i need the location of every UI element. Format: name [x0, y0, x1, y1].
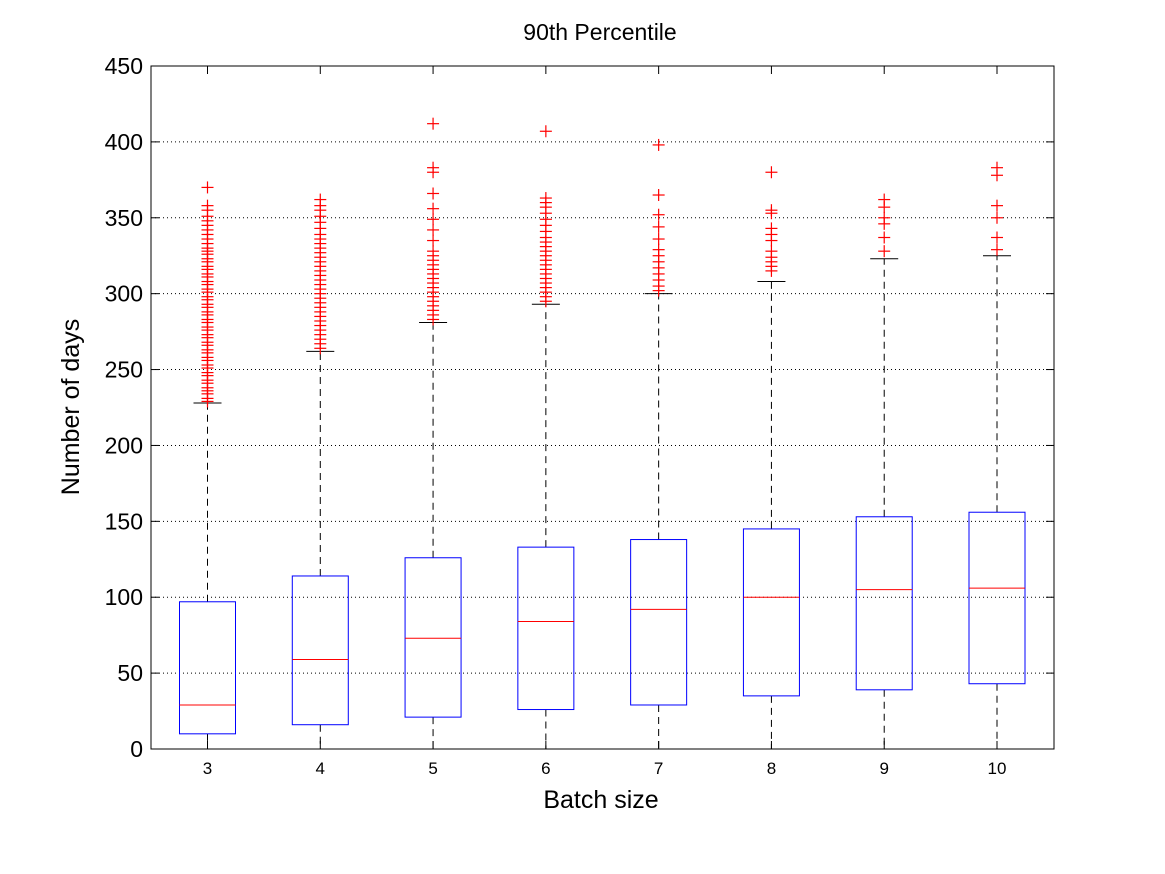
y-tick-label: 100	[105, 584, 143, 610]
y-tick-label: 400	[105, 129, 143, 155]
outlier-point	[652, 208, 665, 221]
y-tick-label: 450	[105, 53, 143, 79]
grid-lines	[151, 141, 1054, 674]
outlier-point	[878, 245, 891, 258]
outlier-point	[314, 193, 327, 206]
outlier-point	[539, 192, 552, 205]
outlier-point	[427, 187, 440, 200]
outliers	[201, 117, 1003, 408]
boxes	[179, 511, 1026, 735]
outlier-point	[427, 223, 440, 236]
outlier-point	[427, 161, 440, 174]
y-tick-label: 150	[105, 508, 143, 534]
box-iqr	[968, 511, 1026, 685]
outlier-point	[427, 245, 440, 258]
box-iqr	[855, 516, 913, 691]
outlier-point	[427, 117, 440, 130]
y-axis-label: Number of days	[57, 319, 85, 495]
y-axis-ticks: 0 50 100 150 200 250 300 350 400 450	[105, 53, 1054, 762]
x-tick-label: 4	[316, 759, 325, 778]
x-tick-label: 6	[541, 759, 550, 778]
outlier-point	[427, 234, 440, 247]
box-iqr	[630, 539, 688, 706]
y-tick-label: 50	[117, 660, 143, 686]
x-axis-ticks: 3 4 5 6 7 8 9 10	[203, 66, 1007, 778]
box-iqr	[404, 557, 462, 718]
outlier-point	[765, 245, 778, 258]
x-tick-label: 3	[203, 759, 212, 778]
x-tick-label: 9	[879, 759, 888, 778]
outlier-point	[765, 204, 778, 217]
outlier-point	[539, 125, 552, 138]
outlier-point	[652, 138, 665, 151]
x-tick-label: 5	[428, 759, 437, 778]
x-tick-label: 10	[988, 759, 1007, 778]
x-axis-label: Batch size	[543, 786, 658, 814]
outlier-point	[878, 193, 891, 206]
chart-title: 90th Percentile	[523, 19, 676, 45]
outlier-point	[427, 213, 440, 226]
outlier-point	[652, 220, 665, 233]
y-tick-label: 300	[105, 281, 143, 307]
outlier-point	[201, 199, 214, 212]
outlier-point	[427, 202, 440, 215]
box-iqr	[517, 546, 575, 711]
outlier-point	[991, 161, 1003, 174]
plot-area-frame	[150, 65, 1055, 750]
outlier-point	[878, 231, 891, 244]
y-tick-label: 0	[130, 736, 143, 762]
outlier-point	[652, 233, 665, 246]
outlier-point	[652, 243, 665, 256]
y-tick-label: 200	[105, 432, 143, 458]
y-tick-label: 250	[105, 357, 143, 383]
outlier-point	[765, 166, 778, 179]
x-tick-label: 8	[767, 759, 776, 778]
outlier-point	[991, 211, 1003, 224]
outlier-point	[765, 222, 778, 235]
box-iqr	[179, 601, 236, 735]
outlier-point	[991, 243, 1003, 256]
outlier-point	[201, 181, 214, 194]
y-tick-label: 350	[105, 205, 143, 231]
box-iqr	[291, 575, 349, 726]
x-tick-label: 7	[654, 759, 663, 778]
outlier-point	[991, 199, 1003, 212]
box-iqr	[742, 528, 800, 697]
outlier-point	[652, 189, 665, 202]
outlier-point	[878, 211, 891, 224]
outlier-point	[991, 231, 1003, 244]
